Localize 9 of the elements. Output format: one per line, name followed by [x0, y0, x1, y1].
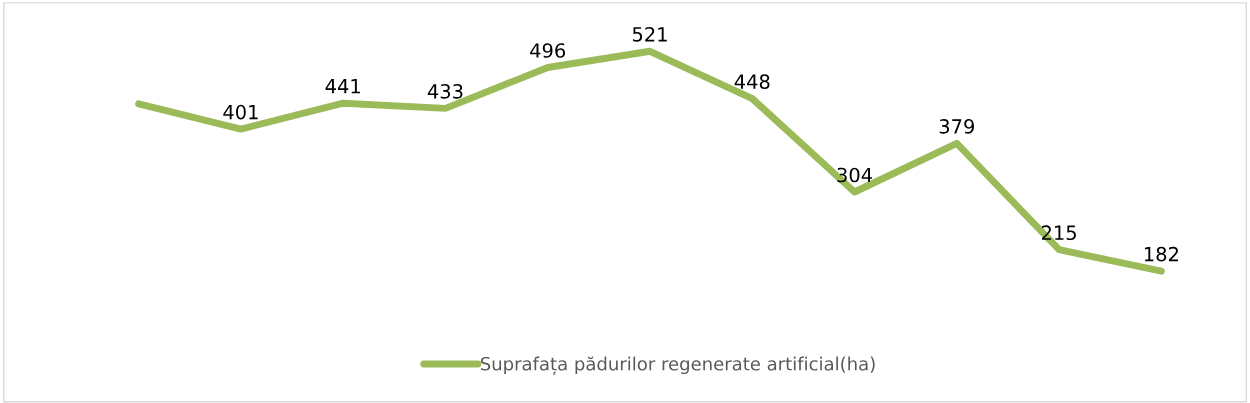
data-label: 401	[223, 104, 258, 120]
data-label: 521	[632, 26, 667, 42]
legend-label: Suprafața pădurilor regenerate artificial(ha)	[480, 356, 875, 375]
data-label: 379	[939, 119, 975, 134]
data-label: 182	[1144, 246, 1178, 262]
data-label: 433	[427, 84, 463, 99]
data-label: 448	[734, 74, 770, 89]
data-label: 441	[325, 79, 360, 94]
data-label: 496	[530, 43, 566, 58]
